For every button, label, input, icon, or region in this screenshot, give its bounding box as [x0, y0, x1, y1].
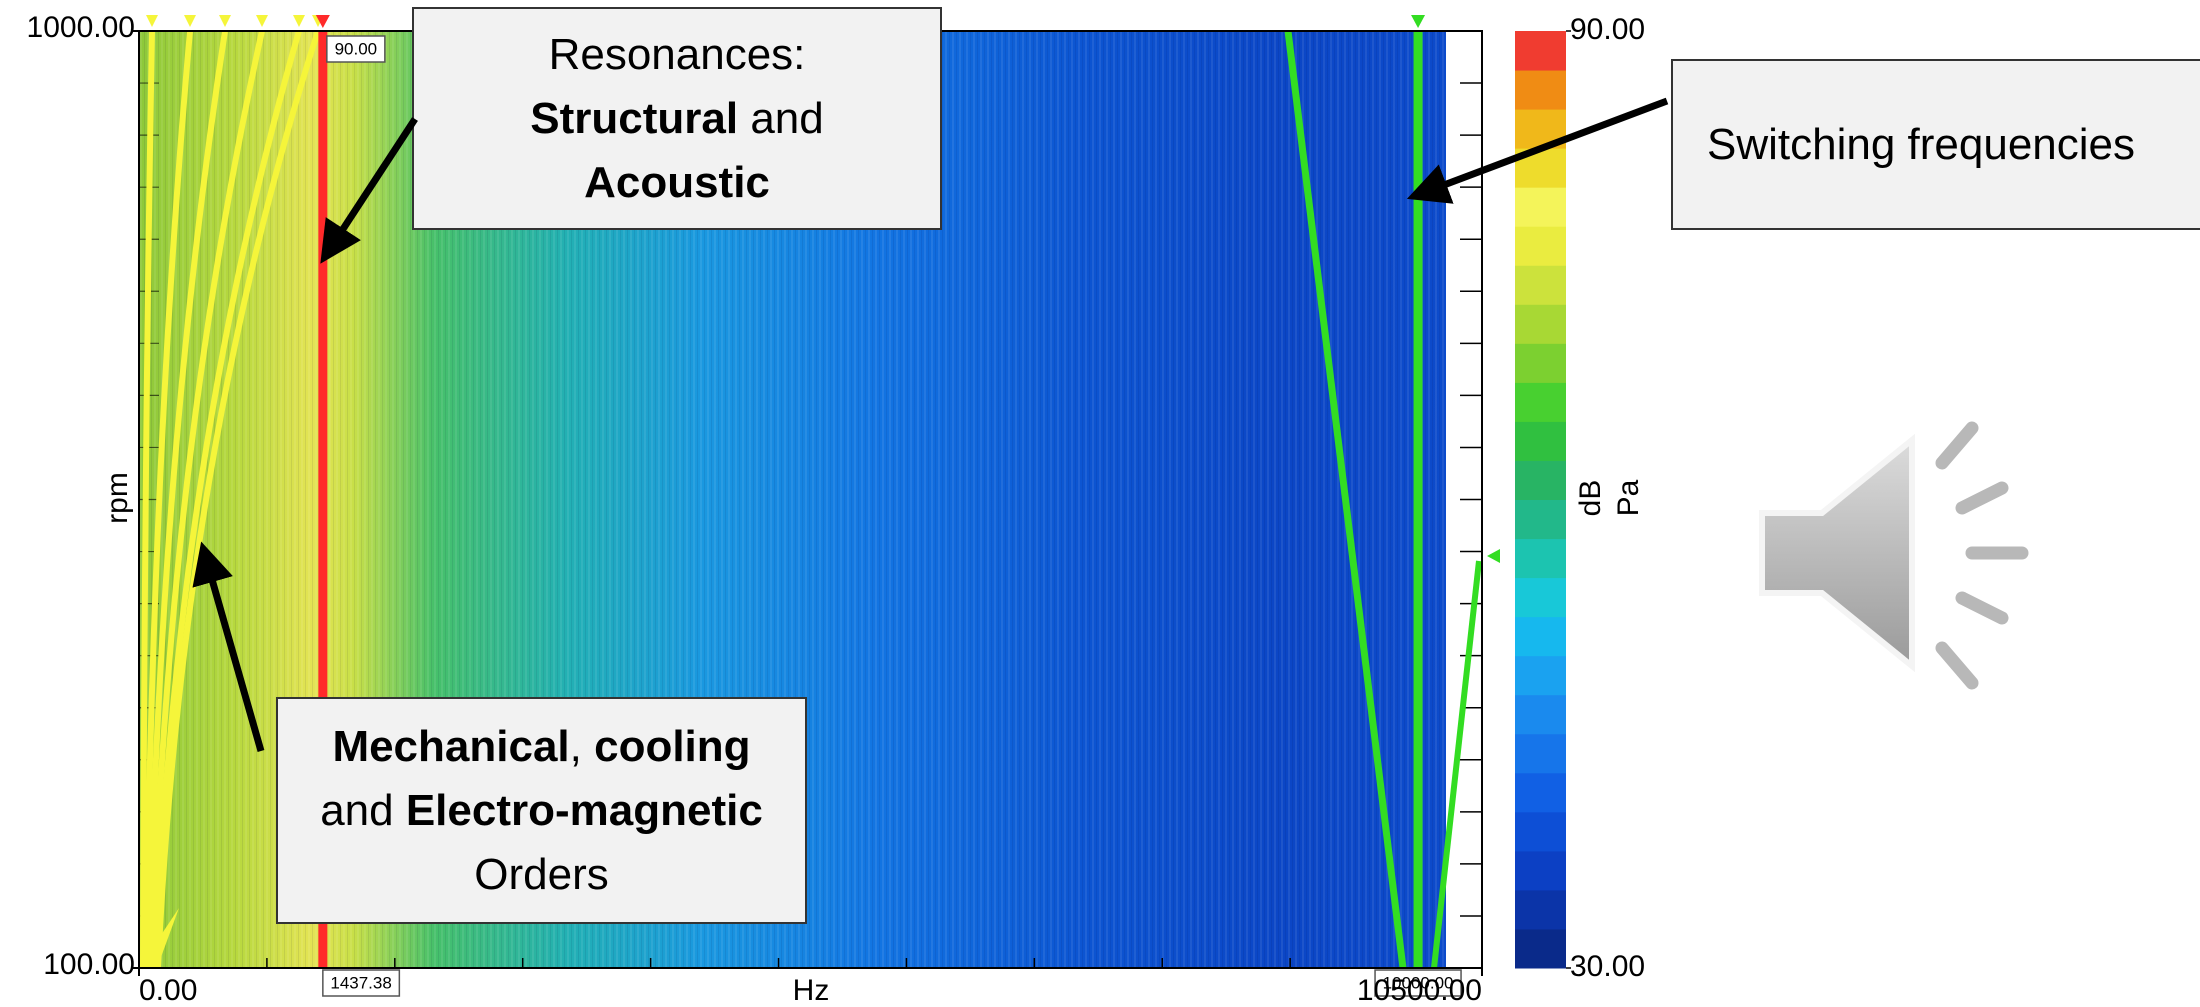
speaker-body [1759, 433, 1915, 673]
callout-text: Acoustic [584, 157, 770, 207]
colorbar-tick-label: 90.00 [1570, 13, 1645, 46]
cursor-label-box [322, 969, 401, 997]
callout-switching: Switching frequencies [1671, 59, 2200, 230]
callout-resonances: Resonances: Structural and Acoustic [412, 7, 942, 230]
colorbar-band [1515, 928, 1566, 969]
x-tick-label: 10500.00 [1357, 974, 1482, 1007]
colorbar-label: Pa [1612, 479, 1645, 516]
colorbar-band [1515, 421, 1566, 461]
callout-text: Electro-magnetic [405, 785, 763, 835]
colorbar-band [1515, 616, 1566, 657]
order-marker [256, 15, 268, 27]
order-line [149, 30, 265, 969]
colorbar-band [1515, 343, 1566, 383]
callout-text: Structural [530, 93, 739, 143]
order-line [143, 30, 193, 969]
order-fan [139, 908, 179, 968]
colorbar-band [1515, 850, 1566, 891]
colorbar-band [1515, 31, 1566, 71]
colorbar-label: dB [1574, 480, 1607, 517]
callout-text: and [738, 93, 824, 143]
colorbar-band [1515, 811, 1566, 852]
readout-box [326, 35, 386, 63]
order-marker [293, 15, 305, 27]
readout-label: 90.00 [335, 39, 378, 58]
colorbar-band [1515, 889, 1566, 930]
order-line [146, 30, 228, 969]
order-marker [146, 15, 158, 27]
callout-text: Orders [474, 849, 609, 899]
switching-marker [1487, 549, 1500, 563]
callout-text: and [320, 785, 406, 835]
y-axis-label: rpm [101, 472, 134, 524]
cursor-label-box [1374, 969, 1462, 997]
colorbar-band [1515, 382, 1566, 422]
callout-text: , [569, 721, 595, 771]
colorbar-band [1515, 538, 1566, 579]
colorbar-band [1515, 655, 1566, 696]
cursor-label: 10000.00 [1383, 973, 1454, 992]
callout-text: cooling [594, 721, 751, 771]
speaker-waves [1935, 421, 2029, 690]
callout-orders: Mechanical, cooling and Electro-magnetic O… [276, 697, 807, 924]
colorbar-band [1515, 577, 1566, 618]
colorbar-band [1515, 265, 1566, 305]
y-tick-label: 100.00 [43, 948, 135, 981]
x-tick-label: 0.00 [139, 974, 197, 1007]
callout-text: Resonances: [548, 29, 806, 79]
callout-line: Mechanical, cooling [332, 715, 750, 779]
cursor-marker [1411, 15, 1426, 28]
switching-line [1284, 30, 1407, 969]
colorbar-band [1515, 226, 1566, 266]
order-marker [184, 15, 196, 27]
callout-line: Resonances: [549, 23, 806, 87]
cursor-label: 1437.38 [330, 973, 391, 992]
callout-line: Switching frequencies [1707, 113, 2135, 177]
order-line [140, 30, 155, 969]
order-line [152, 30, 302, 969]
colorbar-band [1515, 772, 1566, 813]
callout-line: Acoustic [584, 151, 770, 215]
switching-line [1431, 560, 1482, 969]
y-tick-label: 1000.00 [27, 11, 135, 44]
cursor-marker [315, 15, 330, 28]
colorbar-band [1515, 694, 1566, 735]
callout-line: Structural and [530, 87, 823, 151]
colorbar-band [1515, 733, 1566, 774]
callout-text: Mechanical [332, 721, 570, 771]
x-axis-label: Hz [793, 974, 830, 1007]
colorbar-band [1515, 304, 1566, 344]
order-marker [219, 15, 231, 27]
order-line [155, 30, 321, 969]
callout-text: Switching frequencies [1707, 119, 2136, 169]
colorbar-band [1515, 499, 1566, 540]
colorbar-band [1515, 460, 1566, 500]
colorbar-tick-label: 30.00 [1570, 950, 1645, 983]
callout-line: Orders [474, 843, 608, 907]
callout-line: and Electro-magnetic [320, 779, 763, 843]
